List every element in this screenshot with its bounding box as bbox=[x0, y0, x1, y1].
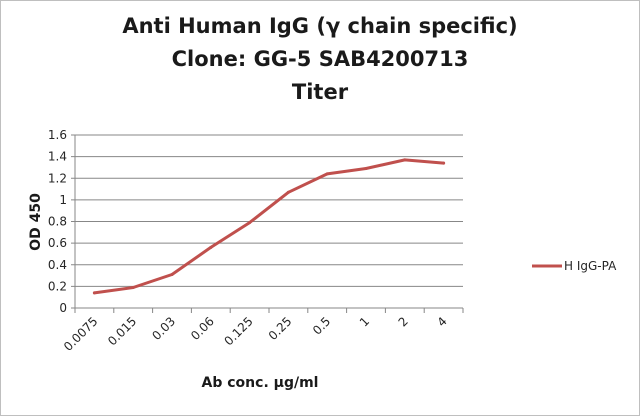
x-axis-label: Ab conc. µg/ml bbox=[202, 375, 319, 391]
y-tick-label: 0 bbox=[59, 301, 67, 315]
data-point bbox=[325, 172, 329, 176]
axes bbox=[71, 134, 464, 313]
x-tick-label: 0.5 bbox=[310, 314, 333, 337]
series-line bbox=[92, 158, 446, 295]
x-tick-label: 1 bbox=[357, 314, 372, 329]
y-tick-label: 1.2 bbox=[48, 171, 67, 185]
chart-title-line-3: Titer bbox=[291, 80, 349, 104]
x-tick-label: 0.125 bbox=[222, 314, 256, 348]
data-point bbox=[248, 221, 252, 225]
data-point bbox=[403, 158, 407, 162]
x-tick-label: 0.25 bbox=[266, 314, 295, 343]
x-tick-label: 2 bbox=[396, 314, 411, 329]
y-tick-label: 0.4 bbox=[48, 258, 67, 272]
series-lines bbox=[92, 158, 446, 295]
x-tick-label: 0.015 bbox=[105, 314, 139, 348]
data-point bbox=[442, 161, 446, 165]
legend-label: H IgG-PA bbox=[564, 259, 617, 273]
y-tick-labels: 0 0.2 0.4 0.6 0.8 1 1.2 1.4 1.6 bbox=[48, 128, 67, 315]
data-point bbox=[209, 245, 213, 249]
y-tick-label: 0.8 bbox=[48, 215, 67, 229]
x-tick-label: 0.06 bbox=[188, 314, 217, 343]
chart-title-line-2: Clone: GG-5 SAB4200713 bbox=[171, 47, 469, 71]
data-point bbox=[364, 167, 368, 171]
y-tick-label: 0.2 bbox=[48, 279, 67, 293]
data-point bbox=[92, 291, 96, 295]
chart-title-line-1: Anti Human IgG (γ chain specific) bbox=[122, 14, 518, 38]
y-tick-label: 1.6 bbox=[48, 128, 67, 142]
y-axis-label: OD 450 bbox=[28, 193, 44, 251]
x-tick-label: 0.03 bbox=[149, 314, 178, 343]
x-tick-label: 0.0075 bbox=[61, 314, 101, 354]
x-tick-labels: 0.0075 0.015 0.03 0.06 0.125 0.25 0.5 1 2 4 bbox=[61, 314, 450, 354]
y-tick-label: 1 bbox=[59, 193, 67, 207]
y-tick-label: 0.6 bbox=[48, 236, 67, 250]
x-tick-label: 4 bbox=[434, 314, 449, 329]
data-point bbox=[286, 190, 290, 194]
gridlines bbox=[75, 134, 463, 287]
data-point bbox=[170, 272, 174, 276]
data-point bbox=[131, 285, 135, 289]
legend: H IgG-PA bbox=[532, 259, 617, 273]
y-tick-label: 1.4 bbox=[48, 150, 67, 164]
chart-title: Anti Human IgG (γ chain specific) Clone:… bbox=[0, 10, 640, 109]
